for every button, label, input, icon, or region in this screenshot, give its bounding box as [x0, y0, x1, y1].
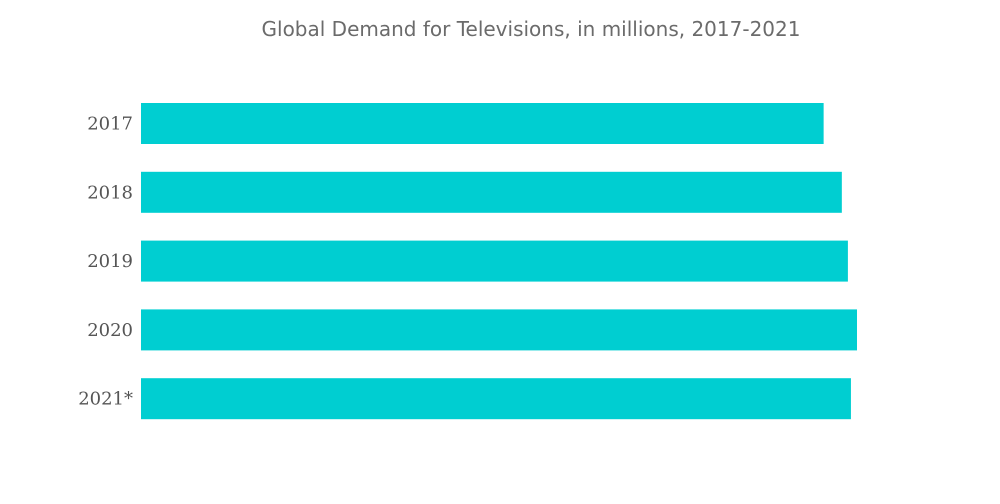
category-label-2020: 2020 [87, 320, 133, 341]
chart-title: Global Demand for Televisions, in millio… [261, 17, 801, 41]
category-label-2019: 2019 [87, 251, 133, 272]
bar-2020 [141, 309, 857, 351]
category-label-2021: 2021* [78, 389, 133, 410]
bars-layer [141, 103, 857, 420]
bar-2019 [141, 240, 848, 282]
category-labels-layer: 2017 2018 2019 2020 2021* [78, 114, 133, 410]
category-label-2018: 2018 [87, 182, 133, 203]
bar-2017 [141, 103, 824, 144]
category-label-2017: 2017 [87, 114, 133, 135]
bar-2018 [141, 171, 842, 213]
bar-2021 [141, 378, 851, 420]
